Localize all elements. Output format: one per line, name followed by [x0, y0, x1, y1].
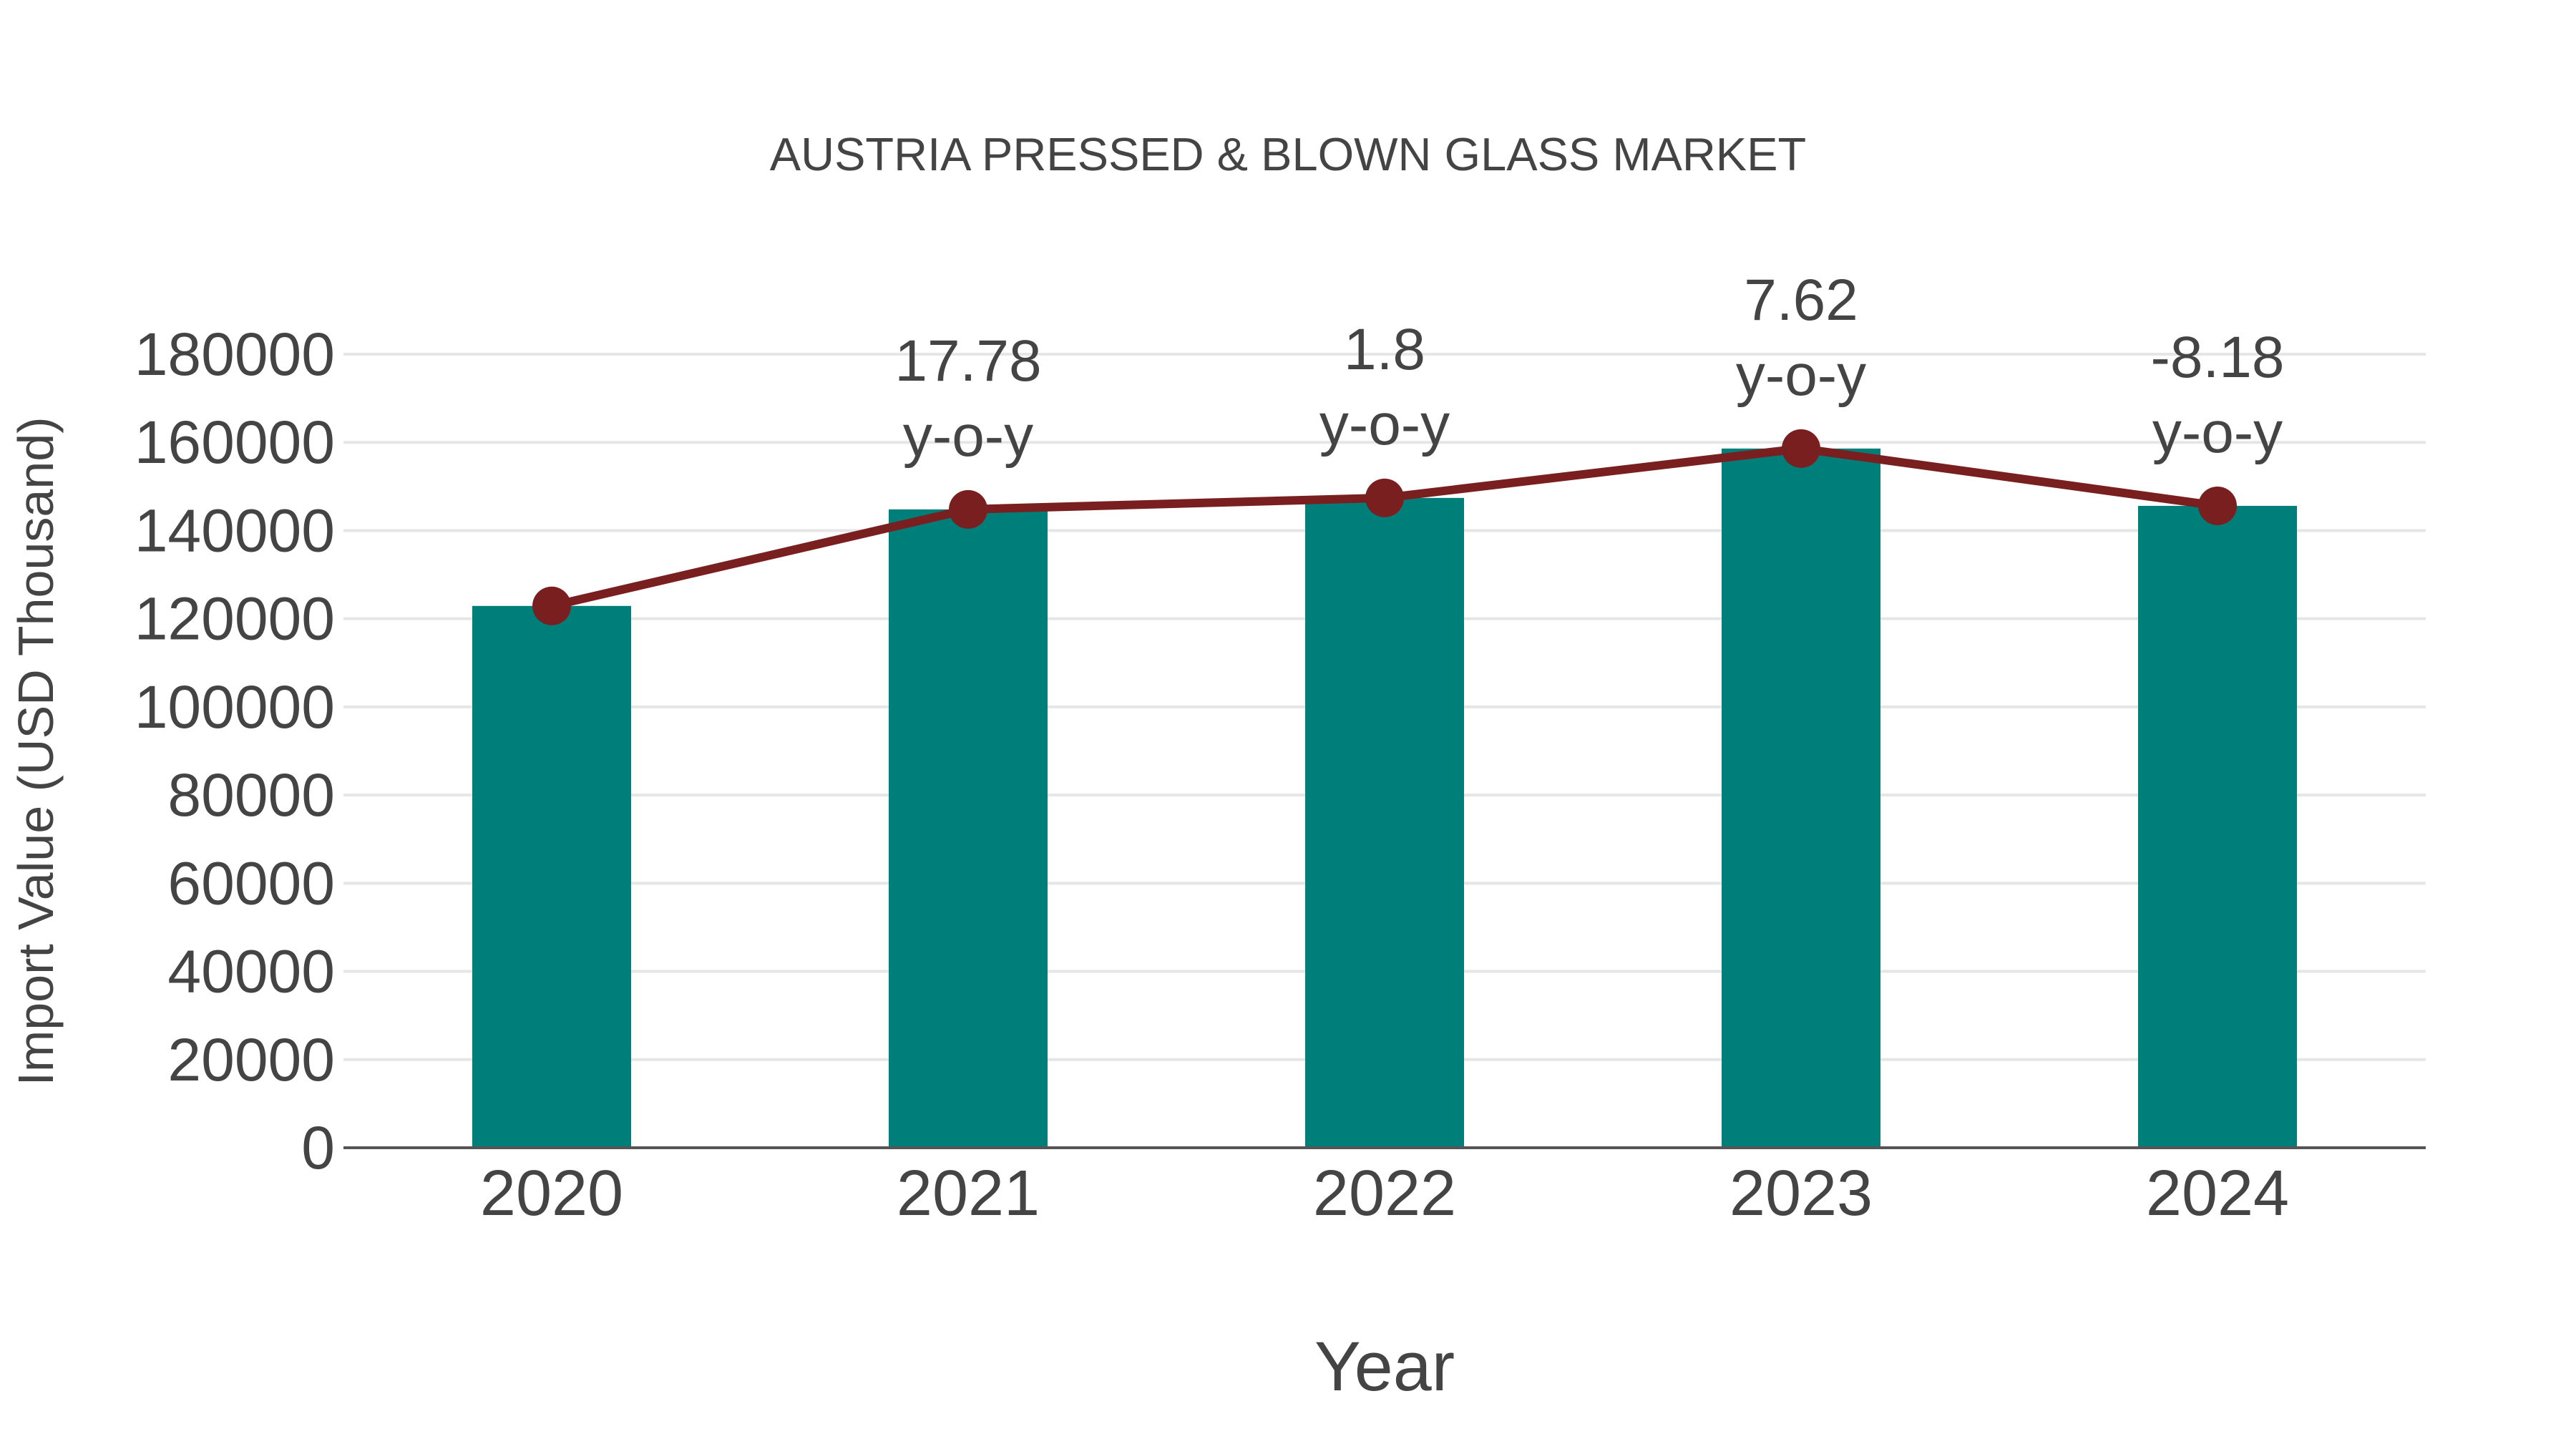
yoy-label: y-o-y — [1319, 392, 1450, 457]
line-marker — [949, 489, 987, 529]
line-marker — [1365, 478, 1404, 517]
x-tick-label: 2024 — [2146, 1158, 2289, 1229]
y-tick-label: 100000 — [135, 673, 335, 741]
chart-title: AUSTRIA PRESSED & BLOWN GLASS MARKET — [769, 128, 1807, 180]
line-series — [532, 429, 2237, 625]
x-axis-ticks: 2020 2021 2022 2023 2024 — [480, 1158, 2289, 1229]
bar-2020 — [472, 605, 631, 1148]
y-tick-label: 120000 — [135, 585, 335, 653]
y-axis-ticks: 0 20000 40000 60000 80000 100000 120000 140000 1… — [135, 321, 335, 1181]
bar-2021 — [889, 509, 1048, 1148]
y-tick-label: 40000 — [167, 938, 335, 1005]
x-axis-title: Year — [1314, 1327, 1455, 1405]
y-tick-label: 160000 — [135, 409, 335, 476]
yoy-value: -8.18 — [2151, 325, 2285, 390]
yoy-value: 7.62 — [1744, 268, 1858, 333]
bar-2023 — [1722, 448, 1880, 1148]
yoy-annotations: 17.78 y-o-y 1.8 y-o-y 7.62 y-o-y -8.18 y-o-y — [894, 268, 2284, 469]
x-tick-label: 2020 — [480, 1158, 623, 1229]
line-marker — [2198, 486, 2237, 525]
line-marker — [1782, 429, 1820, 468]
y-tick-label: 0 — [301, 1114, 335, 1181]
yoy-label: y-o-y — [903, 404, 1033, 469]
x-tick-label: 2022 — [1313, 1158, 1456, 1229]
line-marker — [532, 586, 571, 625]
x-tick-label: 2021 — [897, 1158, 1040, 1229]
x-tick-label: 2023 — [1729, 1158, 1873, 1229]
y-tick-label: 20000 — [167, 1026, 335, 1093]
bar-2024 — [2138, 505, 2297, 1148]
y-tick-label: 140000 — [135, 497, 335, 564]
bar-series — [472, 448, 2297, 1148]
y-tick-label: 80000 — [167, 761, 335, 829]
yoy-value: 17.78 — [894, 328, 1041, 394]
bar-2022 — [1305, 497, 1464, 1148]
yoy-value: 1.8 — [1344, 317, 1425, 382]
y-tick-label: 60000 — [167, 849, 335, 917]
y-tick-label: 180000 — [135, 321, 335, 388]
yoy-label: y-o-y — [1736, 343, 1866, 408]
yoy-label: y-o-y — [2152, 400, 2283, 465]
